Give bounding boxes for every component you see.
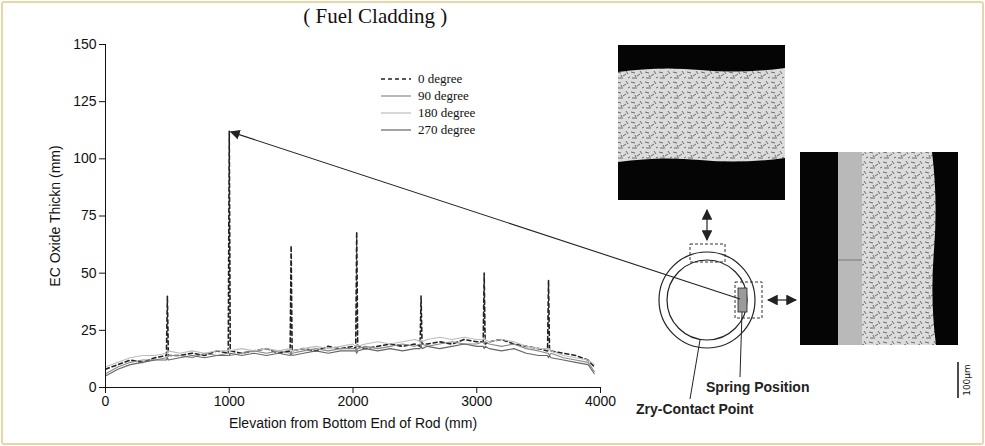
svg-text:Elevation from Bottom End of R: Elevation from Bottom End of Rod (mm) <box>229 415 477 431</box>
svg-text:4000: 4000 <box>585 393 616 409</box>
svg-text:EC Oxide Thickn (mm): EC Oxide Thickn (mm) <box>47 145 63 286</box>
svg-text:1000: 1000 <box>214 393 245 409</box>
html-text:0 degree: 0 degree <box>418 70 463 86</box>
svg-text:100μm: 100μm <box>962 364 972 396</box>
svg-text:25: 25 <box>81 322 97 338</box>
svg-text:0: 0 <box>89 379 97 395</box>
svg-text:0: 0 <box>102 393 110 409</box>
svg-text:Spring Position: Spring Position <box>706 379 809 395</box>
svg-text:2000: 2000 <box>337 393 368 409</box>
html-text:180 degree: 180 degree <box>418 104 476 120</box>
svg-text:75: 75 <box>81 207 97 223</box>
svg-text:125: 125 <box>73 93 97 109</box>
svg-text:50: 50 <box>81 265 97 281</box>
html-text:270 degree: 270 degree <box>418 121 476 137</box>
html-text:( Fuel Cladding ): ( Fuel Cladding ) <box>303 4 448 28</box>
html-text:90 degree: 90 degree <box>418 87 469 103</box>
svg-text:150: 150 <box>73 36 97 52</box>
svg-text:3000: 3000 <box>461 393 492 409</box>
svg-text:100: 100 <box>73 150 97 166</box>
svg-text:Zry-Contact Point: Zry-Contact Point <box>636 401 754 417</box>
